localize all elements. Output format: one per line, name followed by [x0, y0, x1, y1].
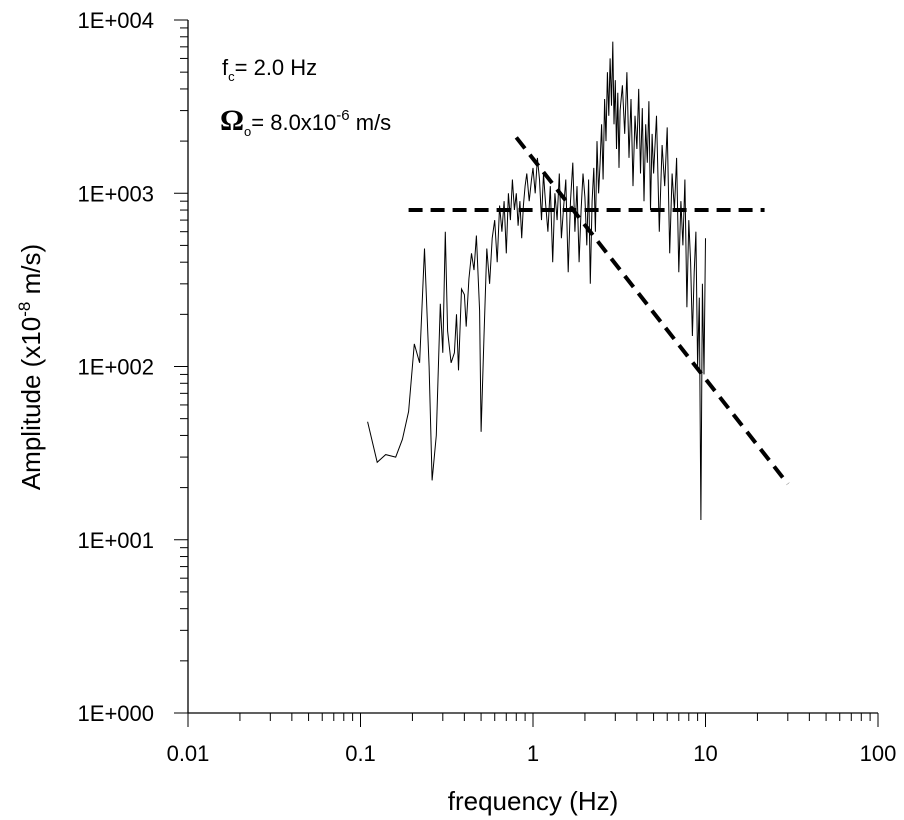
y-axis-label: Amplitude (x10-8 m/s) [15, 244, 46, 490]
fc-annotation: fc= 2.0 Hz [222, 55, 317, 84]
y-tick-label: 1E+004 [78, 8, 154, 33]
x-tick-label: 0.1 [345, 741, 376, 766]
x-tick-label: 10 [693, 741, 717, 766]
y-tick-label: 1E+002 [78, 355, 154, 380]
plot-area [367, 41, 790, 521]
x-tick-label: 0.01 [167, 741, 210, 766]
falloff-fit-line [514, 136, 790, 486]
x-tick-label: 1 [527, 741, 539, 766]
y-axis-label-exponent: -8 [15, 302, 34, 317]
x-tick-label: 100 [860, 741, 897, 766]
y-tick-label: 1E+001 [78, 528, 154, 553]
fc-subscript: c [228, 69, 235, 84]
omega-annotation: Ωo= 8.0x10-6 m/s [220, 104, 391, 139]
tick-marks [174, 19, 879, 727]
omega-exponent: -6 [336, 107, 349, 124]
y-tick-label: 1E+000 [78, 701, 154, 726]
omega-subscript: o [244, 124, 251, 139]
omega-value: = 8.0x10 [251, 110, 336, 135]
y-tick-label: 1E+003 [78, 181, 154, 206]
amplitude-spectrum-line [367, 41, 706, 521]
fc-value: = 2.0 Hz [235, 55, 318, 80]
omega-unit: m/s [350, 110, 392, 135]
y-axis-label-unit: m/s) [16, 244, 46, 302]
y-axis-label-main: Amplitude (x10 [16, 317, 46, 490]
fc-symbol: f [222, 55, 229, 80]
omega-symbol: Ω [220, 104, 244, 137]
x-axis-label: frequency (Hz) [448, 786, 619, 816]
tick-labels: 0.01 0.1 1 10 100 1E+000 1E+001 1E+002 1E+003 1E+… [78, 8, 897, 766]
